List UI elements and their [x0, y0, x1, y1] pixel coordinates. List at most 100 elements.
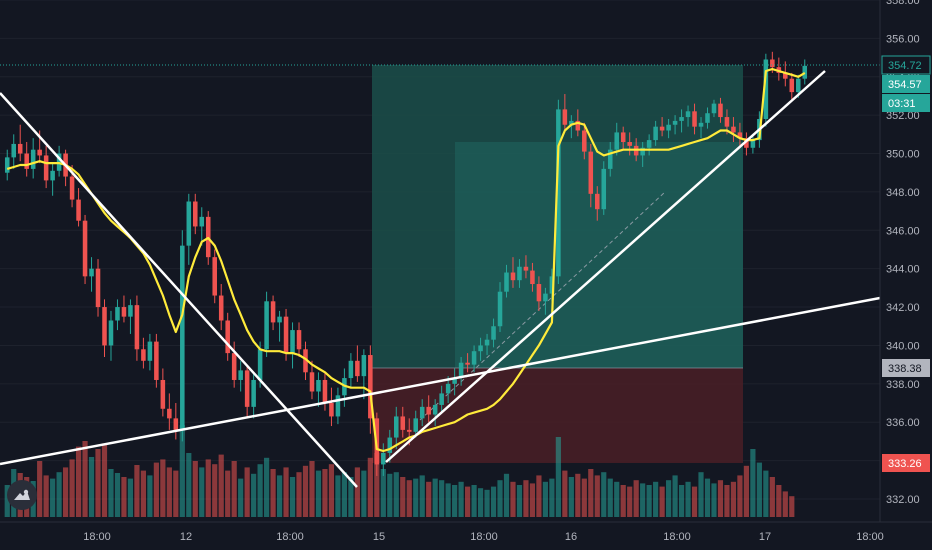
candle-body — [173, 418, 179, 430]
volume-bar — [283, 467, 289, 517]
price-tag[interactable]: 03:31 — [882, 94, 930, 112]
volume-bar — [737, 475, 743, 517]
candle-body — [607, 149, 613, 169]
volume-bar — [4, 485, 10, 517]
volume-bar — [432, 478, 438, 517]
candle — [679, 109, 684, 133]
volume-bar — [601, 472, 607, 517]
candle-body — [95, 268, 101, 308]
volume-bar — [257, 464, 263, 517]
candle — [193, 193, 198, 235]
candle-body — [588, 151, 594, 194]
volume-bar — [380, 469, 386, 517]
candle — [802, 59, 808, 85]
candle — [95, 259, 101, 317]
candle-body — [549, 276, 555, 294]
candle-body — [530, 270, 535, 285]
volume-bar — [387, 473, 393, 517]
volume-bar — [458, 481, 464, 517]
volume-bar — [296, 472, 302, 517]
candle — [244, 366, 250, 417]
candle-body — [277, 316, 282, 323]
candle-body — [419, 406, 425, 419]
candle — [11, 134, 16, 169]
time-axis-label: 12 — [180, 531, 192, 543]
tradingview-logo-icon[interactable] — [7, 480, 37, 510]
candle — [705, 107, 710, 129]
volume-bar — [160, 459, 166, 517]
candle — [76, 188, 81, 227]
price-tag[interactable]: 338.38 — [882, 359, 930, 377]
price-tag[interactable]: 354.72 — [881, 55, 931, 75]
candle — [277, 310, 282, 342]
trendline-uptrend[interactable] — [385, 70, 826, 463]
candle — [419, 399, 425, 427]
candle-body — [750, 140, 756, 148]
position-inner-profit-zone[interactable] — [455, 142, 743, 368]
time-axis-label: 18:00 — [470, 531, 498, 543]
volume-bar — [348, 477, 354, 517]
candle — [108, 310, 114, 361]
volume-bar — [315, 470, 322, 517]
candle — [614, 122, 619, 156]
candle-body — [322, 379, 328, 404]
price-tag-label: 03:31 — [888, 98, 916, 110]
candle-body — [394, 416, 399, 438]
price-tag-box — [882, 94, 930, 112]
time-axis-ticks: 18:00 12 18:00 15 18:00 16 18:00 17 18:00 — [83, 531, 884, 543]
candle-body — [536, 284, 542, 302]
candle — [452, 368, 457, 396]
trendline-downtrend[interactable] — [0, 92, 358, 488]
time-axis[interactable] — [0, 522, 932, 550]
candle-body — [141, 349, 146, 361]
candle — [698, 117, 704, 139]
candle-body — [309, 372, 315, 392]
candle — [218, 284, 224, 331]
volume-bar — [711, 483, 717, 517]
candle-body — [666, 124, 671, 131]
volume-bar — [341, 472, 347, 517]
candle — [102, 299, 107, 357]
volume-bar — [50, 478, 56, 517]
trendline-support-long[interactable] — [0, 296, 881, 466]
candle — [24, 142, 29, 177]
volume-bar — [743, 465, 749, 517]
candle — [588, 143, 594, 208]
candle-body — [562, 109, 568, 125]
candle — [789, 72, 795, 100]
candle-body — [471, 351, 477, 365]
candle — [607, 142, 613, 177]
volume-bar — [354, 467, 360, 517]
volume-bar — [147, 475, 153, 517]
volume-bar — [244, 467, 250, 517]
volume-bar — [536, 475, 542, 517]
candle-body — [121, 307, 127, 317]
candle — [361, 349, 367, 400]
candle-body — [24, 153, 29, 169]
candle-body — [646, 140, 652, 148]
price-tag[interactable]: 354.57 — [882, 75, 930, 93]
volume-bar — [328, 464, 335, 517]
candle-body — [108, 320, 114, 346]
volume-bar — [471, 485, 477, 517]
candle-body — [368, 355, 373, 419]
candle-body — [296, 330, 302, 350]
candle — [413, 410, 418, 438]
candle — [685, 105, 691, 127]
candle — [82, 214, 88, 285]
candle-body — [737, 132, 743, 139]
volume-bar — [108, 469, 114, 517]
volume-bar — [782, 491, 788, 517]
candle-body — [251, 379, 256, 407]
candle — [50, 163, 55, 196]
volume-bar — [82, 441, 88, 517]
volume-bar — [114, 473, 121, 517]
volume-bar — [465, 486, 471, 517]
candle-body — [17, 143, 23, 154]
candle-body — [238, 370, 243, 380]
candle — [601, 161, 607, 215]
volume-bar — [452, 485, 458, 517]
price-tag[interactable]: 333.26 — [882, 454, 930, 472]
time-axis-label: 18:00 — [276, 531, 304, 543]
